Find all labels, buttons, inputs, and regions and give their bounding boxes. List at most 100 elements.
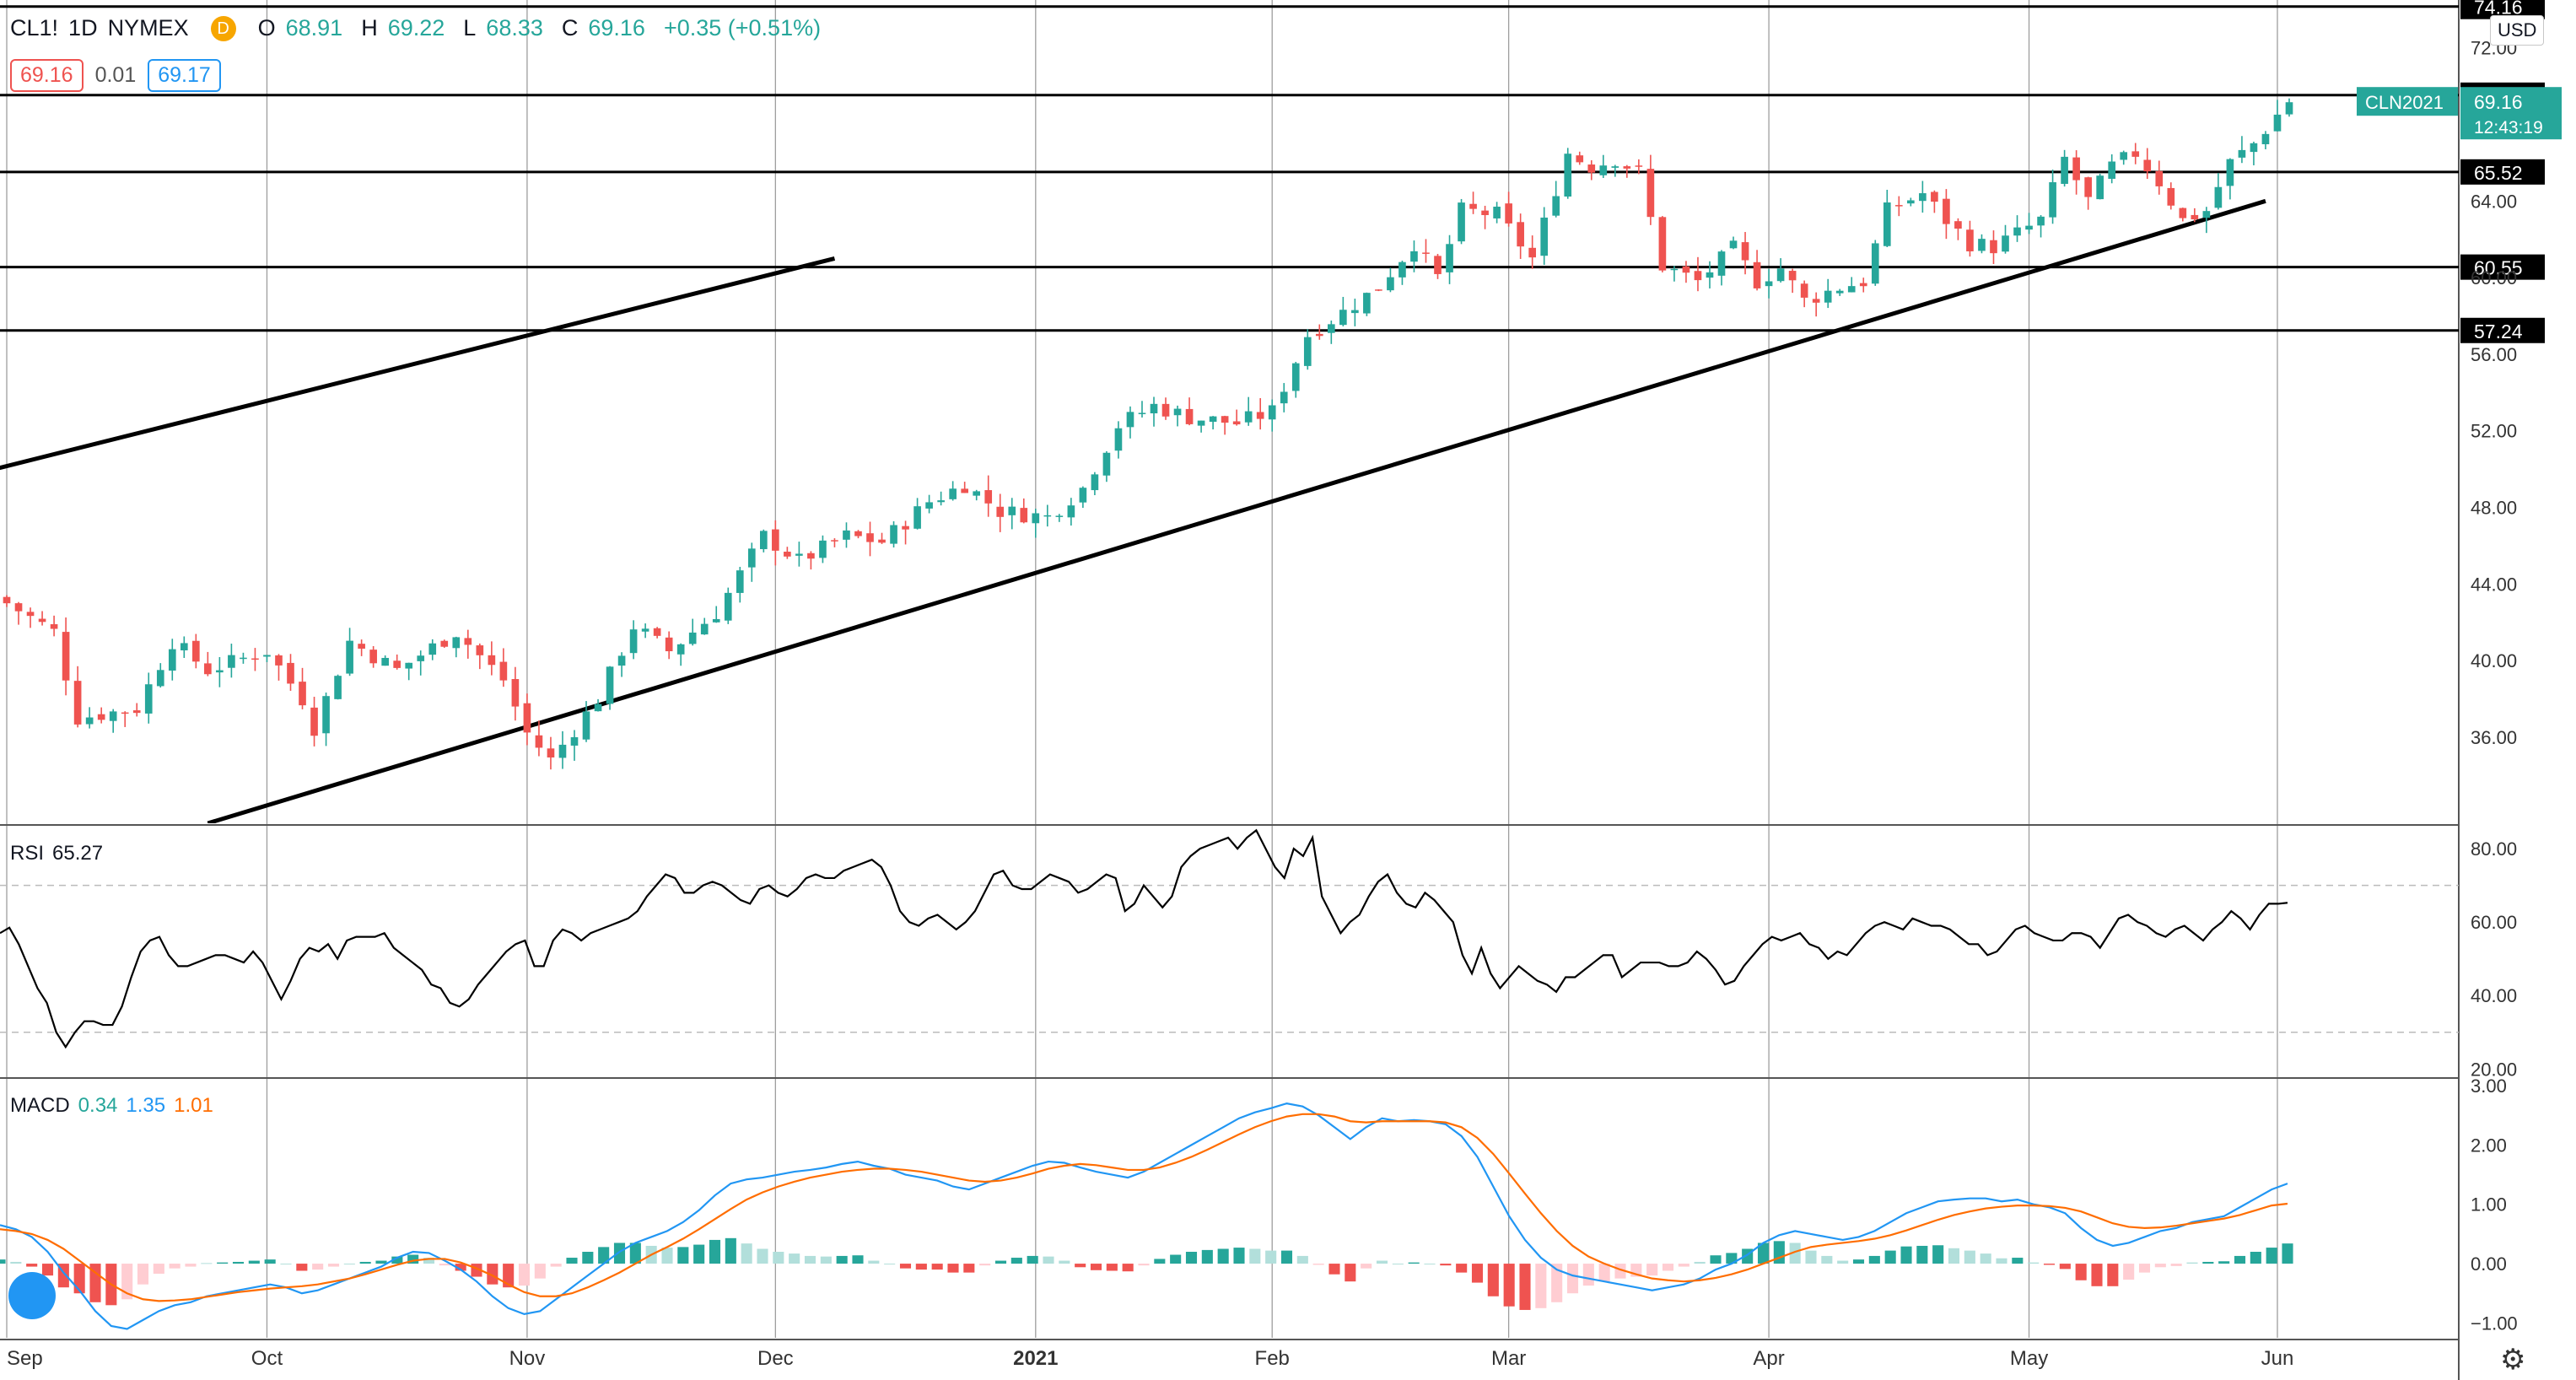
macd-histogram-bar: [1408, 1262, 1420, 1264]
symbol-name[interactable]: CL1!: [10, 15, 59, 40]
last-price-symbol: CLN2021: [2365, 92, 2444, 113]
macd-histogram-bar: [1582, 1264, 1594, 1286]
macd-histogram-bar: [1519, 1264, 1531, 1310]
macd-histogram-bar: [1249, 1248, 1261, 1264]
macd-histogram-bar: [1535, 1264, 1547, 1308]
macd-histogram-bar: [931, 1264, 943, 1270]
candle-body: [1067, 505, 1075, 518]
price-axis[interactable]: 74.1669.5365.5260.5557.2472.0064.0060.00…: [2357, 0, 2562, 1334]
candle-body: [2120, 152, 2128, 160]
candle-body: [653, 628, 661, 636]
candle-body: [700, 623, 709, 635]
candle-body: [2238, 149, 2246, 158]
macd-pane: [0, 1102, 2293, 1330]
last-price-tag: [2460, 87, 2562, 140]
tradingview-logo-icon[interactable]: [8, 1272, 56, 1319]
candle-body: [452, 637, 461, 649]
candle-body: [2096, 175, 2104, 200]
candle-body: [1505, 203, 1512, 224]
candle-body: [547, 748, 555, 757]
candle-body: [192, 640, 200, 662]
macd-histogram-bar: [994, 1260, 1007, 1264]
time-axis[interactable]: Sep Oct Nov Dec 2021 Feb Mar Apr May Jun: [7, 1347, 2293, 1370]
buy-price-button[interactable]: 69.17: [148, 59, 221, 92]
close-label: C: [561, 15, 579, 40]
macd-histogram-bar: [2091, 1264, 2103, 1286]
candle-body: [1185, 408, 1194, 424]
month-label: Nov: [509, 1347, 546, 1370]
macd-histogram-bar: [1964, 1250, 1975, 1264]
candle-body: [760, 531, 768, 550]
candle-body: [1481, 210, 1489, 215]
candle-body: [925, 502, 933, 509]
price-tick-label: 48.00: [2471, 497, 2517, 518]
candle-body: [1291, 363, 1300, 391]
macd-histogram-bar: [2186, 1262, 2198, 1264]
candle-body: [511, 679, 520, 707]
macd-histogram-bar: [1566, 1264, 1579, 1294]
macd-histogram-bar: [0, 1259, 6, 1264]
candle-body: [180, 643, 188, 651]
macd-histogram-bar: [1376, 1260, 1388, 1264]
macd-histogram-bar: [1280, 1250, 1293, 1264]
macd-histogram-bar: [1440, 1264, 1452, 1266]
horizontal-levels[interactable]: [0, 5, 2459, 332]
macd-histogram-bar: [1868, 1255, 1880, 1264]
candle-body: [1682, 266, 1690, 273]
macd-histogram-bar: [121, 1264, 133, 1300]
macd-histogram-bar: [2170, 1264, 2182, 1266]
currency-button[interactable]: USD: [2490, 15, 2545, 46]
month-label: Dec: [757, 1347, 794, 1370]
macd-histogram-bar: [327, 1264, 340, 1267]
macd-histogram-bar: [518, 1264, 531, 1286]
rsi-title: RSI: [10, 842, 45, 865]
macd-histogram-bar: [709, 1239, 721, 1264]
candle-body: [641, 628, 649, 632]
macd-histogram-bar: [185, 1264, 197, 1267]
macd-histogram-bar: [2123, 1264, 2135, 1280]
level-tag: [2460, 317, 2545, 343]
macd-title: MACD: [10, 1094, 70, 1117]
macd-histogram-bar: [2282, 1243, 2293, 1264]
candle-body: [405, 662, 413, 669]
macd-histogram-bar: [2075, 1264, 2087, 1280]
candle-body: [1280, 391, 1288, 404]
macd-histogram-bar: [2028, 1262, 2040, 1264]
sell-price-button[interactable]: 69.16: [10, 59, 84, 92]
candle-body: [50, 624, 58, 629]
candle-body: [1919, 193, 1927, 202]
candle-body: [1173, 408, 1182, 416]
candle-body: [1398, 261, 1406, 278]
spread-value: 0.01: [94, 63, 137, 87]
candle-body: [440, 640, 449, 647]
macd-histogram-bar: [1980, 1253, 1991, 1264]
macd-histogram-bar: [217, 1262, 229, 1264]
candle-body: [346, 640, 353, 674]
candle-body: [582, 711, 590, 740]
candle-body: [772, 529, 779, 551]
level-tag-label: 74.16: [2474, 0, 2523, 19]
macd-histogram-bar: [1916, 1245, 1928, 1264]
macd-histogram-bar: [820, 1256, 832, 1264]
gear-icon[interactable]: ⚙: [2500, 1344, 2526, 1376]
candle-body: [1658, 217, 1667, 271]
candle-body: [2261, 133, 2270, 144]
macd-histogram-bar: [1678, 1264, 1689, 1267]
month-label: Oct: [251, 1347, 283, 1370]
candle-body: [1883, 202, 1891, 246]
trendline: [0, 256, 836, 471]
macd-histogram-bar: [2250, 1252, 2261, 1264]
interval[interactable]: 1D: [68, 15, 98, 40]
candle-body: [819, 540, 827, 558]
price-tick-label: 60.00: [2471, 267, 2517, 288]
level-tag: [2460, 254, 2545, 280]
macd-histogram-bar: [153, 1264, 164, 1275]
candle-body: [1422, 252, 1430, 254]
candle-body: [121, 712, 129, 714]
trendlines[interactable]: [0, 198, 2266, 823]
candle-body: [2002, 235, 2009, 252]
candle-body: [1020, 508, 1028, 523]
level-tag-label: 65.52: [2474, 162, 2523, 184]
candle-body: [14, 603, 23, 612]
